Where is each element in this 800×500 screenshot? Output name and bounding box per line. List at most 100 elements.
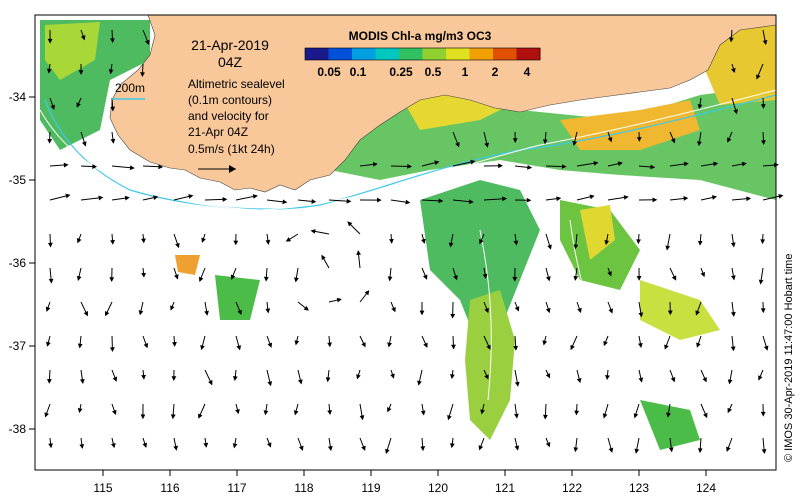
x-tick: 116 — [160, 470, 180, 495]
velocity-arrowhead — [235, 409, 240, 415]
velocity-arrowhead — [758, 279, 764, 285]
velocity-arrowhead — [726, 446, 731, 452]
velocity-arrowhead — [638, 312, 644, 318]
velocity-arrowhead — [327, 342, 332, 348]
velocity-arrowhead — [47, 378, 52, 384]
velocity-arrowhead — [573, 275, 579, 281]
velocity-arrowhead — [109, 347, 115, 352]
velocity-arrowhead — [141, 238, 146, 244]
velocity-arrowhead — [697, 240, 703, 246]
velocity-arrow — [483, 198, 506, 201]
velocity-arrowhead — [109, 277, 115, 283]
velocity-arrowhead — [142, 442, 148, 448]
y-tick-label: -38 — [9, 422, 27, 436]
velocity-arrowhead — [140, 414, 146, 420]
x-tick: 124 — [696, 470, 716, 495]
velocity-arrowhead — [110, 239, 115, 245]
velocity-arrowhead — [285, 237, 292, 242]
x-tick-label: 122 — [562, 481, 582, 495]
velocity-arrowhead — [81, 141, 87, 147]
colorbar-swatch — [375, 48, 400, 60]
velocity-arrowhead — [201, 237, 206, 243]
land-mass — [109, 14, 777, 193]
y-tick: -36 — [9, 256, 35, 270]
velocity-arrowhead — [730, 242, 736, 248]
velocity-arrowhead — [633, 413, 639, 419]
velocity-arrowhead — [449, 443, 455, 449]
y-tick-label: -37 — [9, 339, 27, 353]
velocity-arrowhead — [346, 198, 352, 204]
velocity-arrowhead — [603, 340, 608, 347]
velocity-arrowhead — [574, 410, 580, 416]
colorbar: MODIS Chl-a mg/m3 OC3 0.05 0.1 0.25 0.5 … — [304, 29, 541, 79]
velocity-arrowhead — [65, 193, 71, 199]
velocity-arrowhead — [636, 136, 642, 142]
velocity-arrowhead — [577, 307, 582, 314]
velocity-arrowhead — [293, 410, 299, 416]
y-tick-label: -34 — [9, 90, 27, 104]
colorbar-swatch — [469, 48, 494, 60]
velocity-arrowhead — [512, 138, 518, 144]
x-tick-label: 119 — [361, 481, 380, 495]
date-label: 21-Apr-2019 — [191, 37, 269, 53]
velocity-arrowhead — [730, 346, 736, 352]
velocity-arrowhead — [252, 194, 258, 199]
velocity-arrowhead — [484, 307, 489, 314]
x-tick-label: 115 — [93, 481, 112, 495]
velocity-arrowhead — [47, 38, 53, 44]
velocity-arrowhead — [665, 245, 671, 251]
velocity-arrowhead — [50, 104, 55, 110]
velocity-arrowhead — [144, 39, 150, 46]
velocity-arrowhead — [267, 381, 273, 387]
velocity-arrowhead — [482, 273, 488, 279]
scale-arrow-label: 0.5m/s (1kt 24h) — [188, 142, 275, 156]
velocity-arrowhead — [513, 345, 519, 351]
colorbar-swatch — [328, 48, 353, 60]
velocity-arrowhead — [573, 244, 579, 250]
velocity-arrowhead — [731, 67, 736, 74]
x-tick-label: 120 — [428, 481, 448, 495]
velocity-arrowhead — [63, 162, 69, 168]
velocity-arrowhead — [448, 242, 454, 248]
velocity-arrowhead — [608, 447, 614, 453]
velocity-arrowhead — [636, 239, 641, 245]
velocity-arrowhead — [617, 161, 623, 167]
velocity-arrowhead — [760, 308, 766, 314]
velocity-arrowhead — [697, 141, 702, 147]
velocity-arrowhead — [420, 410, 426, 416]
velocity-arrowhead — [140, 72, 145, 77]
colorbar-swatches — [305, 48, 541, 60]
velocity-arrowhead — [664, 344, 669, 350]
velocity-arrowhead — [385, 448, 390, 454]
velocity-arrowhead — [733, 108, 738, 115]
velocity-arrowhead — [390, 373, 395, 379]
y-tick: -35 — [9, 173, 35, 187]
velocity-arrowhead — [347, 221, 353, 227]
velocity-arrowhead — [325, 377, 331, 383]
velocity-arrowhead — [377, 197, 382, 203]
x-tick: 122 — [562, 470, 582, 495]
velocity-arrowhead — [668, 447, 674, 453]
colorbar-tick-label: 0.05 — [317, 65, 341, 79]
colorbar-title: MODIS Chl-a mg/m3 OC3 — [349, 29, 492, 43]
velocity-arrowhead — [222, 196, 228, 202]
sealevel-note-line3: and velocity for — [188, 109, 269, 123]
velocity-arrowhead — [327, 410, 333, 415]
velocity-arrowhead — [695, 310, 700, 316]
velocity-arrowhead — [267, 342, 273, 348]
y-tick: -38 — [9, 422, 35, 436]
velocity-arrowhead — [83, 310, 89, 317]
x-axis: 115 116 117 118 119 120 121 122 123 124 — [93, 470, 716, 495]
velocity-arrowhead — [527, 164, 533, 170]
x-tick-label: 121 — [495, 481, 515, 495]
scale-arrow — [198, 165, 236, 173]
velocity-arrowhead — [303, 305, 309, 311]
velocity-arrowhead — [683, 161, 689, 167]
velocity-arrowhead — [77, 343, 83, 349]
velocity-arrowhead — [756, 74, 761, 80]
velocity-arrowhead — [761, 140, 766, 145]
velocity-arrowhead — [572, 140, 578, 146]
velocity-arrowhead — [593, 160, 599, 166]
velocity-arrowhead — [266, 442, 272, 448]
velocity-arrowhead — [607, 137, 613, 143]
